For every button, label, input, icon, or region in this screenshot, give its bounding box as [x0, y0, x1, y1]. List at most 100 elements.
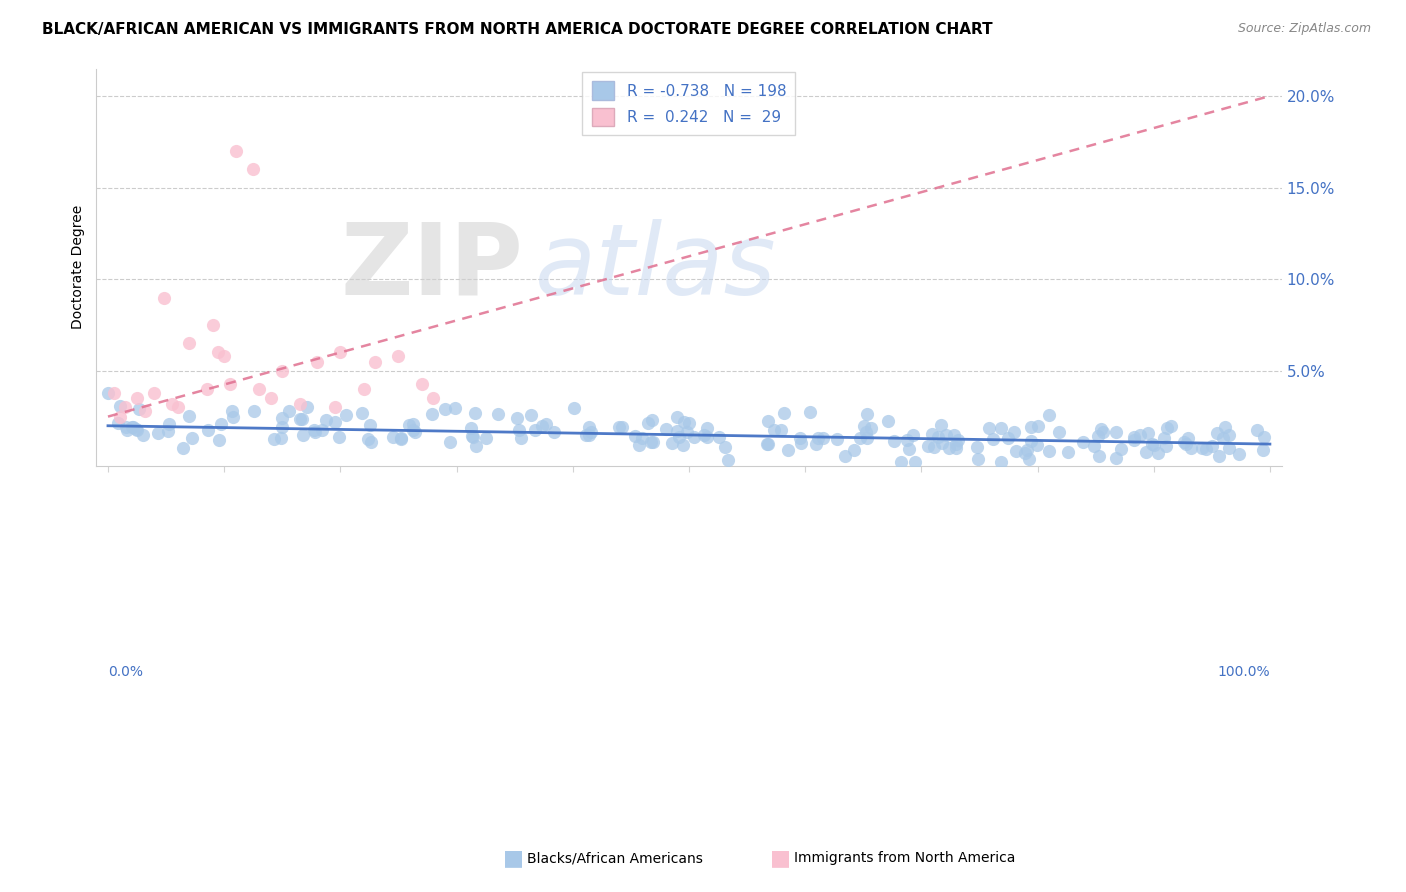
Text: ■: ■ [503, 848, 523, 868]
Point [439, 434, 461, 449]
Point [464, 439, 486, 453]
Point [108, 409, 131, 424]
Point [709, 430, 731, 444]
Point [531, 419, 554, 434]
Point [896, 433, 918, 447]
Point [1147, 445, 1170, 459]
Point [1143, 438, 1166, 452]
Point [125, 423, 148, 437]
Point [353, 382, 375, 396]
Point [825, 432, 848, 446]
Point [124, 421, 146, 435]
Text: Immigrants from North America: Immigrants from North America [794, 851, 1015, 865]
Point [271, 420, 294, 434]
Point [929, 418, 952, 433]
Point [209, 417, 232, 431]
Point [696, 430, 718, 444]
Point [329, 345, 352, 359]
Y-axis label: Doctorate Degree: Doctorate Degree [72, 205, 86, 329]
Point [444, 401, 467, 415]
Point [1026, 437, 1049, 451]
Point [288, 397, 311, 411]
Point [1212, 431, 1234, 445]
Legend: R = -0.738   N = 198, R =  0.242   N =  29: R = -0.738 N = 198, R = 0.242 N = 29 [582, 72, 796, 136]
Text: Source: ZipAtlas.com: Source: ZipAtlas.com [1237, 22, 1371, 36]
Point [763, 423, 786, 437]
Point [97, 386, 120, 401]
Point [225, 144, 247, 158]
Point [434, 402, 457, 417]
Point [1253, 430, 1275, 444]
Point [125, 391, 148, 405]
Point [575, 428, 598, 442]
Text: 100.0%: 100.0% [1218, 665, 1270, 679]
Point [1160, 419, 1182, 434]
Point [221, 410, 243, 425]
Point [1218, 428, 1240, 442]
Point [121, 420, 143, 434]
Point [931, 436, 953, 450]
Text: atlas: atlas [534, 219, 776, 316]
Text: ZIP: ZIP [340, 219, 523, 316]
Point [938, 441, 960, 455]
Point [1015, 442, 1038, 457]
Point [146, 425, 169, 440]
Point [979, 420, 1001, 434]
Point [856, 431, 879, 445]
Point [543, 425, 565, 439]
Point [859, 421, 882, 435]
Point [935, 428, 957, 442]
Point [856, 407, 879, 421]
Point [790, 436, 813, 450]
Point [307, 354, 329, 368]
Point [676, 425, 699, 440]
Point [799, 405, 821, 419]
Point [508, 423, 530, 437]
Point [849, 431, 872, 445]
Point [520, 409, 543, 423]
Point [1206, 425, 1229, 440]
Point [1218, 441, 1240, 455]
Point [315, 412, 337, 426]
Point [389, 431, 412, 445]
Point [672, 415, 695, 429]
Point [219, 376, 242, 391]
Point [945, 441, 967, 455]
Point [578, 428, 600, 442]
Point [1173, 434, 1195, 449]
Point [904, 455, 927, 469]
Point [897, 442, 920, 456]
Point [302, 423, 325, 437]
Point [844, 442, 866, 457]
Point [716, 453, 738, 467]
Point [114, 420, 136, 434]
Point [1154, 439, 1177, 453]
Point [212, 349, 235, 363]
Point [1088, 450, 1111, 464]
Point [195, 382, 218, 396]
Point [107, 417, 129, 431]
Point [696, 421, 718, 435]
Point [311, 423, 333, 437]
Point [291, 412, 314, 426]
Point [1090, 422, 1112, 436]
Point [1153, 431, 1175, 445]
Point [422, 391, 444, 405]
Point [714, 440, 737, 454]
Point [1135, 445, 1157, 459]
Point [655, 422, 678, 436]
Point [1071, 434, 1094, 449]
Point [263, 432, 285, 446]
Point [607, 420, 630, 434]
Point [1002, 425, 1025, 439]
Point [1156, 421, 1178, 435]
Point [578, 420, 600, 434]
Point [243, 404, 266, 418]
Point [488, 407, 510, 421]
Point [357, 433, 380, 447]
Point [389, 433, 412, 447]
Point [1038, 444, 1060, 458]
Point [207, 345, 229, 359]
Point [134, 404, 156, 418]
Point [1026, 418, 1049, 433]
